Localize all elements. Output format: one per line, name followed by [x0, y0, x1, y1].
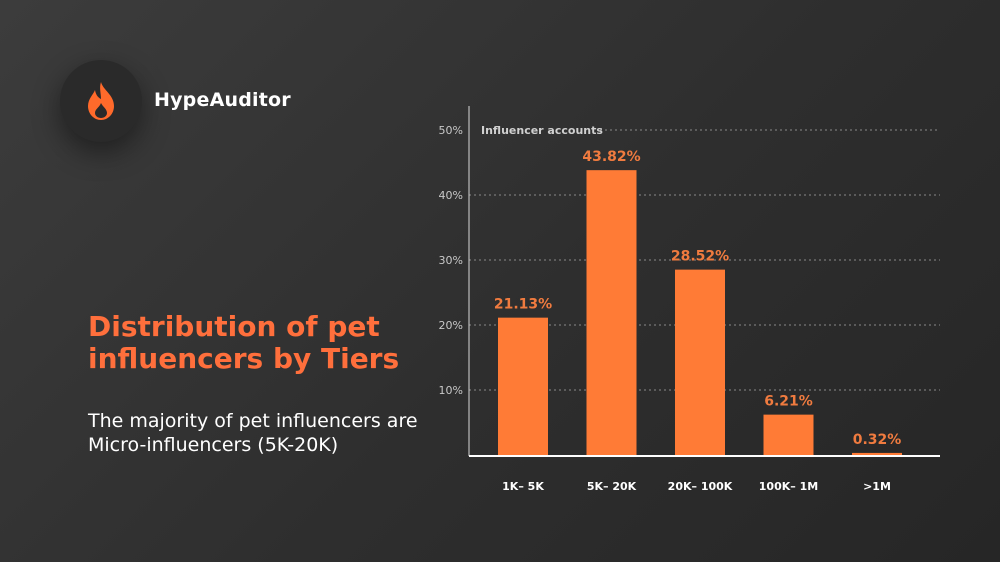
chart-title: Influencer accounts — [481, 124, 603, 137]
y-tick-label: 40% — [439, 189, 463, 202]
data-label: 0.32% — [853, 432, 902, 448]
x-tick-label: 5K– 20K — [587, 480, 637, 493]
x-tick-label: >1M — [863, 480, 891, 493]
y-tick-label: 50% — [439, 124, 463, 137]
data-label: 21.13% — [494, 297, 552, 313]
bar — [675, 269, 725, 455]
x-tick-label: 20K– 100K — [668, 480, 733, 493]
page-title: Distribution of pet influencers by Tiers — [88, 310, 400, 375]
page-subtitle: The majority of pet influencers are Micr… — [88, 410, 418, 456]
flame-icon — [88, 82, 114, 120]
bar — [852, 452, 902, 455]
y-tick-label: 10% — [439, 384, 463, 397]
y-tick-label: 20% — [439, 319, 463, 332]
x-tick-label: 100K– 1M — [759, 480, 818, 493]
data-label: 43.82% — [582, 149, 640, 165]
bar — [498, 317, 548, 455]
brand-logo — [60, 60, 142, 142]
data-label: 6.21% — [764, 394, 813, 410]
bar — [586, 170, 637, 456]
bar — [763, 414, 814, 455]
y-tick-label: 30% — [439, 254, 463, 267]
data-label: 28.52% — [671, 249, 729, 265]
x-tick-label: 1K– 5K — [502, 480, 544, 493]
brand-name: HypeAuditor — [154, 89, 291, 111]
